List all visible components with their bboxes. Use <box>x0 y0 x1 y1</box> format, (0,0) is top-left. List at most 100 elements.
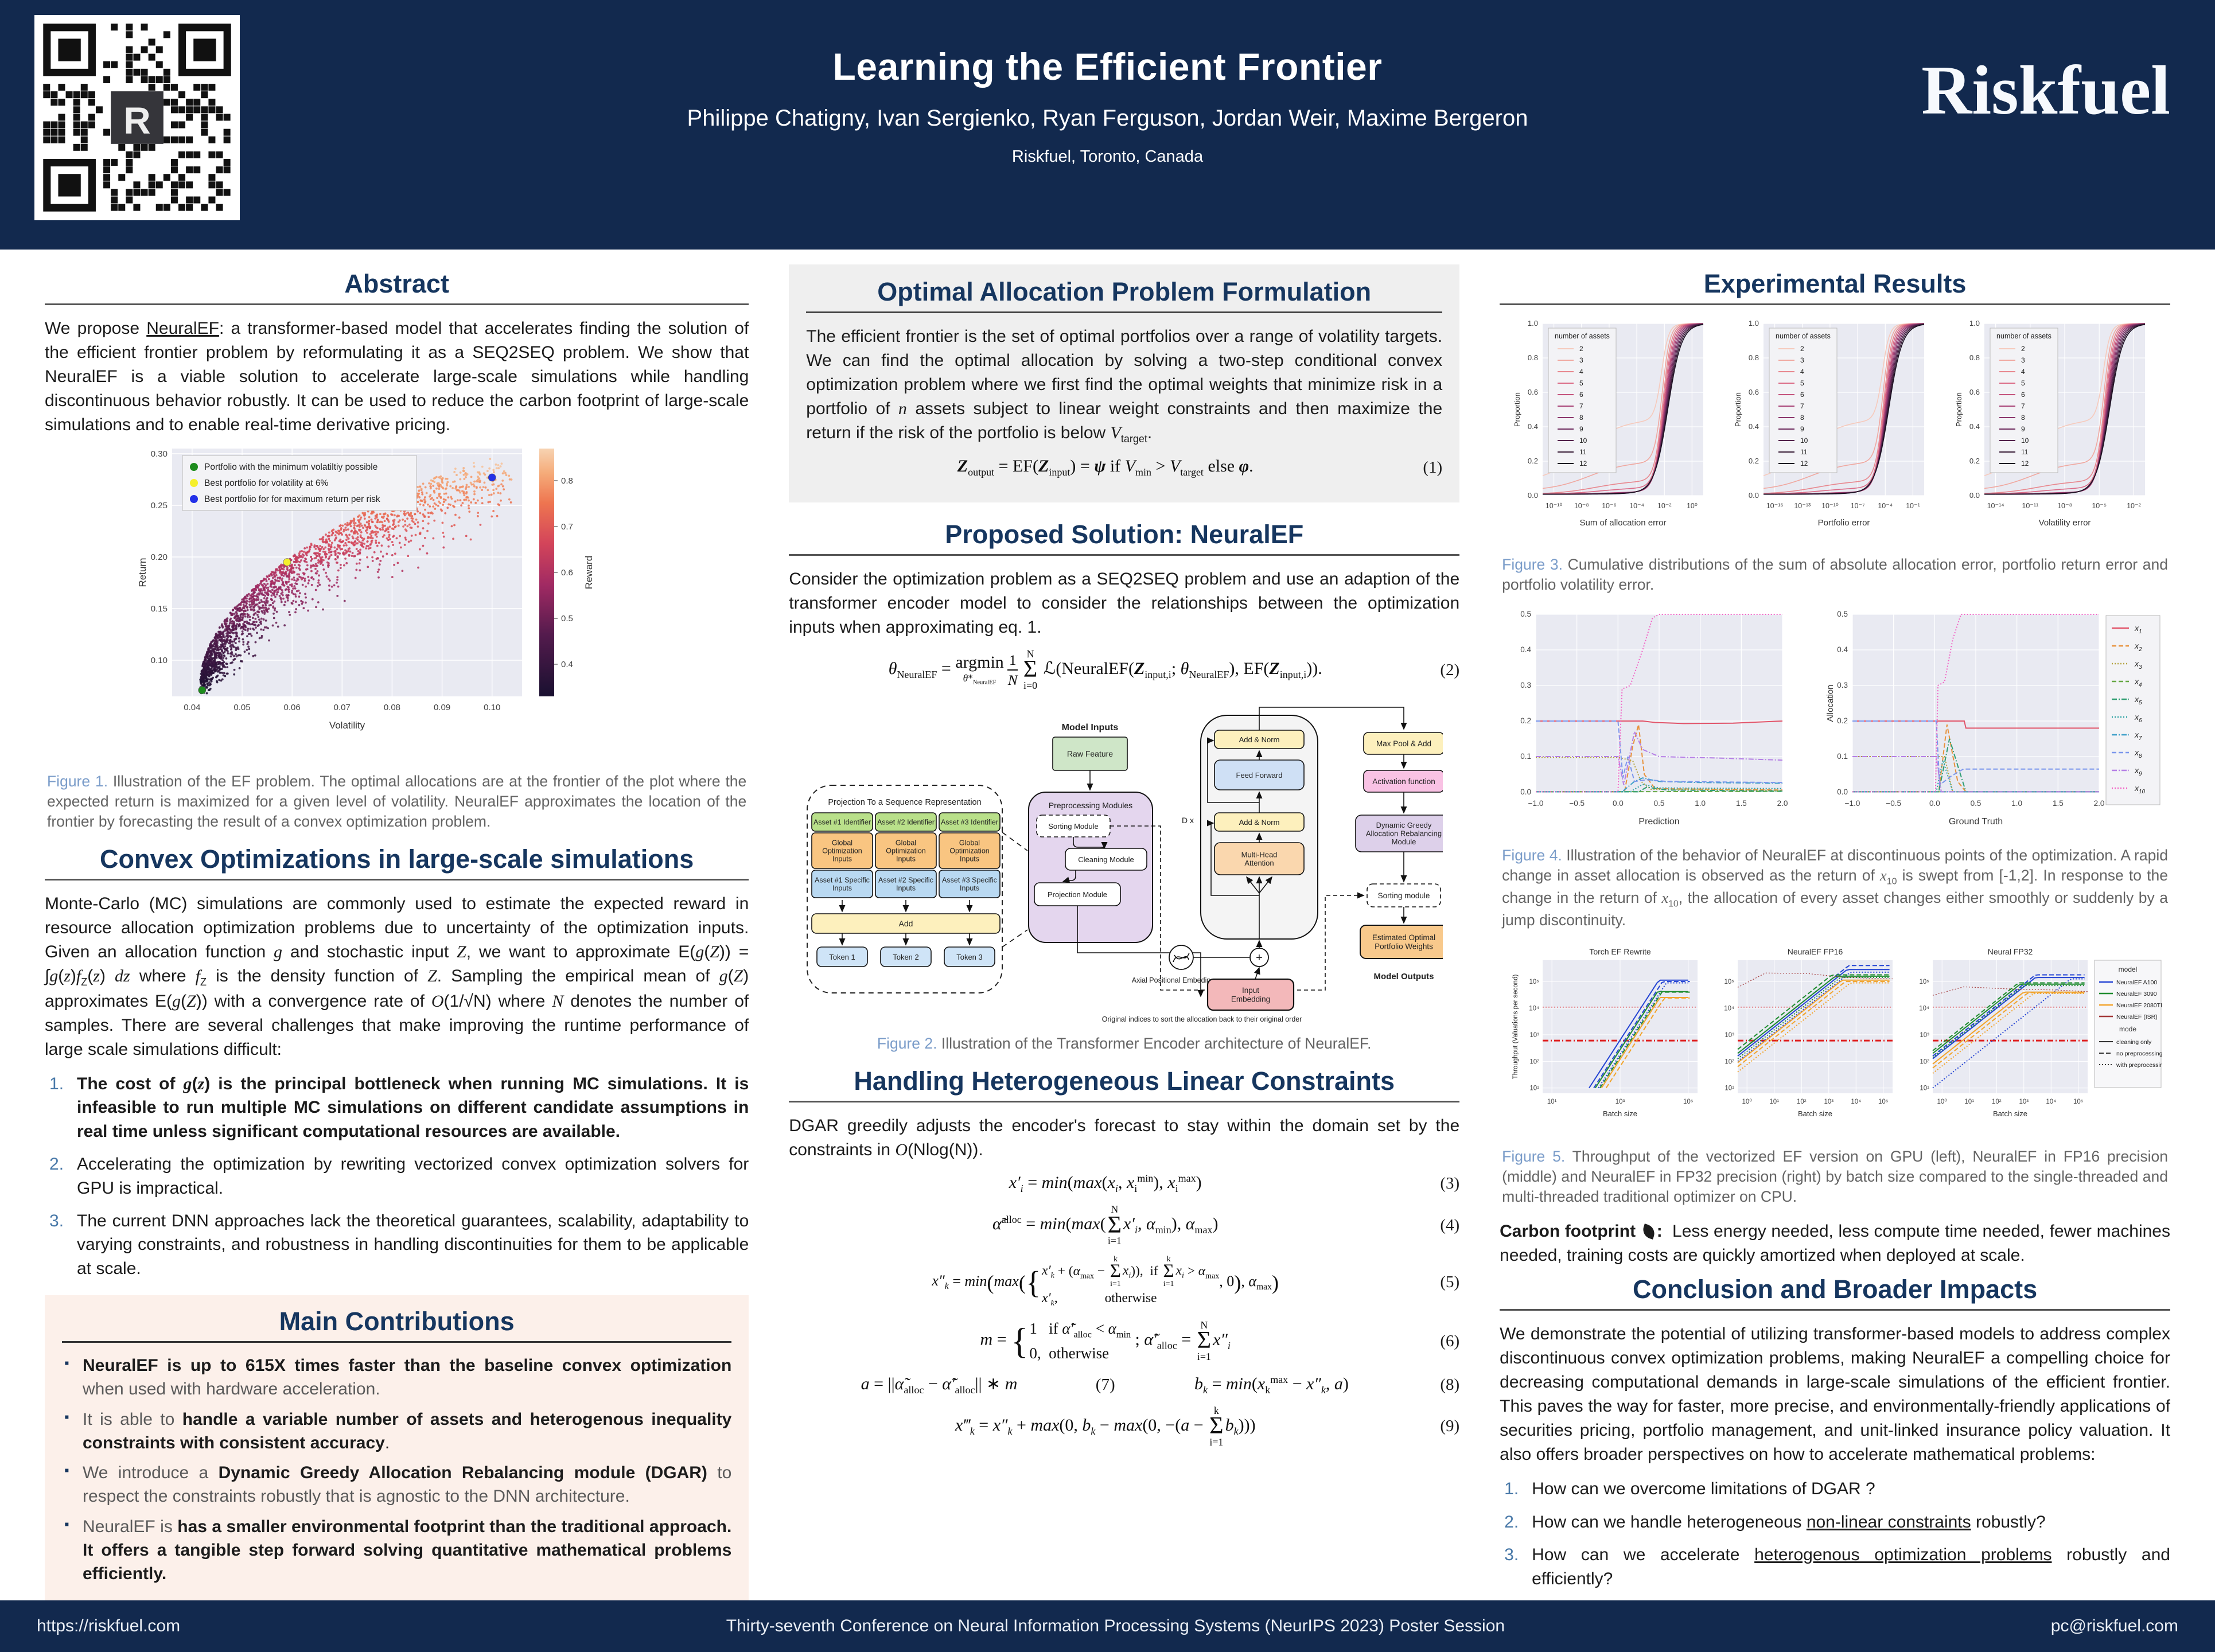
svg-text:10⁰: 10⁰ <box>1937 1098 1947 1105</box>
svg-text:0.2: 0.2 <box>1520 716 1531 725</box>
svg-text:x10: x10 <box>2134 784 2146 795</box>
svg-text:NeuralEF 3090: NeuralEF 3090 <box>2116 991 2157 998</box>
svg-text:6: 6 <box>1800 391 1804 399</box>
figure2: Projection To a Sequence Representation A… <box>789 700 1459 1054</box>
svg-text:10⁴: 10⁴ <box>2046 1098 2056 1105</box>
svg-text:Batch size: Batch size <box>1603 1109 1637 1118</box>
svg-text:0.5: 0.5 <box>1970 799 1981 808</box>
svg-text:10²: 10² <box>1724 1059 1734 1066</box>
svg-text:Inputs: Inputs <box>832 855 852 863</box>
svg-text:10⁴: 10⁴ <box>1919 1006 1929 1012</box>
svg-text:Asset #3 Specific: Asset #3 Specific <box>942 876 997 885</box>
svg-text:number of assets: number of assets <box>1776 332 1831 340</box>
svg-text:10⁵: 10⁵ <box>1878 1098 1889 1105</box>
svg-text:6: 6 <box>2021 391 2025 399</box>
svg-text:Return: Return <box>137 558 148 587</box>
svg-text:Ground Truth: Ground Truth <box>1948 817 2002 827</box>
svg-text:0.0: 0.0 <box>1520 788 1531 796</box>
svg-text:10⁻⁸: 10⁻⁸ <box>1574 502 1589 510</box>
svg-text:Token 2: Token 2 <box>893 953 919 961</box>
poster-header: R Learning the Efficient Frontier Philip… <box>0 0 2215 250</box>
svg-text:0.30: 0.30 <box>150 449 167 459</box>
svg-text:7: 7 <box>1800 402 1804 410</box>
svg-text:Sum of allocation error: Sum of allocation error <box>1579 518 1666 528</box>
svg-text:10⁻⁴: 10⁻⁴ <box>1878 502 1893 510</box>
svg-text:D x: D x <box>1182 816 1194 825</box>
svg-text:0.2: 0.2 <box>1969 457 1979 465</box>
svg-text:8: 8 <box>1800 414 1804 422</box>
list-item: How can we accelerate heterogenous optim… <box>1504 1543 2170 1588</box>
svg-text:7: 7 <box>2021 402 2025 410</box>
svg-text:Module: Module <box>1391 838 1416 847</box>
svg-text:Sorting Module: Sorting Module <box>1048 822 1098 831</box>
svg-text:−0.5: −0.5 <box>1886 799 1901 808</box>
svg-text:1.5: 1.5 <box>2053 799 2064 808</box>
constraints-text: DGAR greedily adjusts the encoder's fore… <box>789 1116 1460 1160</box>
svg-text:R: R <box>123 100 150 142</box>
poster-title: Learning the Efficient Frontier <box>832 45 1383 88</box>
svg-text:Prediction: Prediction <box>1638 817 1679 827</box>
figure1-chart: 0.04 0.05 0.06 0.07 0.08 0.09 0.10 0.10 0.15 0.20… <box>45 444 749 766</box>
svg-text:10²: 10² <box>1991 1098 2001 1105</box>
svg-text:10: 10 <box>2021 437 2029 445</box>
figure5: Torch EF Rewrite 10¹ 10² 10³ 10⁴ 10⁵ 10¹ 10³ 10⁵… <box>1500 943 2170 1207</box>
svg-text:10³: 10³ <box>1615 1098 1625 1105</box>
svg-text:12: 12 <box>1800 459 1808 467</box>
svg-text:Token 1: Token 1 <box>829 953 855 961</box>
svg-text:10⁻²: 10⁻² <box>1657 502 1671 510</box>
section-main-contributions: Main Contributions NeuralEF is up to 615… <box>45 1295 749 1603</box>
list-item: How can we overcome limitations of DGAR … <box>1504 1477 1875 1501</box>
section-conclusion: Conclusion and Broader Impacts We demons… <box>1500 1275 2170 1591</box>
svg-text:Feed Forward: Feed Forward <box>1236 771 1282 780</box>
svg-text:2: 2 <box>2021 345 2025 353</box>
svg-text:12: 12 <box>2021 459 2029 467</box>
svg-text:number of assets: number of assets <box>1996 332 2051 340</box>
svg-text:6: 6 <box>1579 391 1583 399</box>
figure1: 0.04 0.05 0.06 0.07 0.08 0.09 0.10 0.10 0.15 0.20… <box>45 444 749 832</box>
svg-text:5: 5 <box>2021 379 2025 387</box>
svg-text:Multi-Head: Multi-Head <box>1241 851 1277 859</box>
svg-text:Volatility: Volatility <box>329 720 365 731</box>
svg-text:10⁻¹⁰: 10⁻¹⁰ <box>1821 502 1839 510</box>
svg-text:3: 3 <box>1800 356 1804 364</box>
svg-text:12: 12 <box>1579 459 1587 467</box>
svg-text:0.0: 0.0 <box>1837 788 1848 796</box>
svg-text:Add & Norm: Add & Norm <box>1239 735 1279 744</box>
svg-text:10⁻¹⁶: 10⁻¹⁶ <box>1766 502 1783 510</box>
svg-text:Proportion: Proportion <box>1955 392 1963 427</box>
svg-text:1.0: 1.0 <box>1748 319 1758 328</box>
list-item: Accelerating the optimization by rewriti… <box>49 1152 749 1198</box>
svg-text:Projection To a Sequence Repre: Projection To a Sequence Representation <box>828 798 981 807</box>
svg-text:10¹: 10¹ <box>1547 1098 1556 1105</box>
svg-text:0.1: 0.1 <box>1520 752 1531 761</box>
svg-text:0.3: 0.3 <box>1837 681 1848 689</box>
svg-text:10²: 10² <box>1796 1098 1806 1105</box>
contributions-list: NeuralEF is up to 615X times faster than… <box>62 1354 731 1585</box>
list-item: We introduce a Dynamic Greedy Allocation… <box>62 1462 731 1509</box>
svg-text:10⁵: 10⁵ <box>1724 979 1734 986</box>
svg-text:Portfolio Weights: Portfolio Weights <box>1375 942 1433 951</box>
svg-text:1.0: 1.0 <box>1695 799 1706 808</box>
svg-text:Asset #1 Identifier: Asset #1 Identifier <box>813 819 871 827</box>
svg-text:Axial Positional Embeding: Axial Positional Embeding <box>1131 976 1214 984</box>
divider <box>1500 1309 2170 1311</box>
svg-text:11: 11 <box>2021 448 2029 456</box>
svg-text:10⁻⁵: 10⁻⁵ <box>2092 502 2107 510</box>
svg-text:0.6: 0.6 <box>1527 388 1537 396</box>
svg-text:no preprocessing: no preprocessing <box>2116 1050 2162 1057</box>
svg-text:Raw Feature: Raw Feature <box>1067 749 1113 758</box>
svg-text:2: 2 <box>1800 345 1804 353</box>
svg-text:10⁵: 10⁵ <box>2073 1098 2084 1105</box>
convex-text: Monte-Carlo (MC) simulations are commonl… <box>45 894 749 1059</box>
svg-text:0.7: 0.7 <box>561 522 573 532</box>
svg-text:11: 11 <box>1800 448 1808 456</box>
svg-text:Activation function: Activation function <box>1372 777 1435 786</box>
svg-text:Volatility error: Volatility error <box>2038 518 2091 528</box>
svg-text:x3: x3 <box>2134 659 2142 671</box>
conclusion-list: How can we overcome limitations of DGAR … <box>1500 1477 2170 1591</box>
svg-text:0.5: 0.5 <box>1520 610 1531 618</box>
svg-text:10²: 10² <box>1529 1059 1539 1066</box>
abstract-text: We propose NeuralEF: a transformer-based… <box>45 319 749 434</box>
svg-text:Model Inputs: Model Inputs <box>1061 723 1118 733</box>
svg-text:x7: x7 <box>2134 730 2142 742</box>
